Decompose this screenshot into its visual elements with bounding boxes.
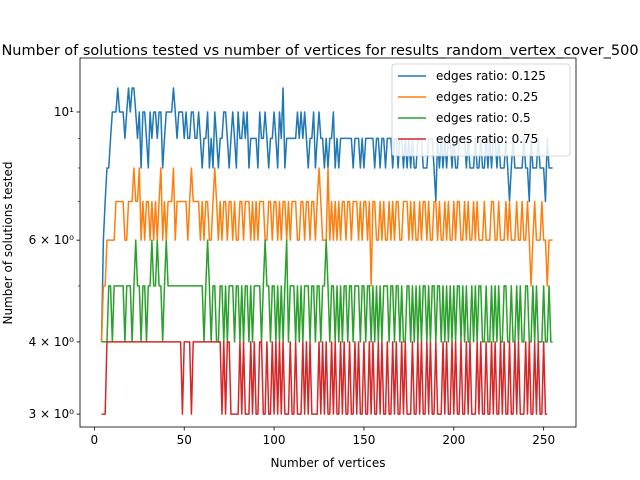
series-line-2 [100, 167, 553, 342]
x-tick-label: 200 [442, 433, 465, 447]
x-axis-label: Number of vertices [270, 456, 385, 470]
x-tick-label: 250 [532, 433, 555, 447]
y-tick-label: 3 × 10⁰ [29, 407, 75, 421]
series-line-1 [100, 87, 553, 342]
x-axis: 0 50 100 150 200 250 [91, 427, 555, 447]
x-tick-label: 100 [263, 433, 286, 447]
legend-label: edges ratio: 0.125 [436, 69, 546, 83]
series-line-3 [101, 239, 553, 343]
legend-label: edges ratio: 0.75 [436, 132, 538, 146]
legend: edges ratio: 0.125 edges ratio: 0.25 edges… [391, 63, 571, 157]
series-line-4 [101, 341, 548, 415]
y-tick-label: 6 × 10⁰ [29, 233, 75, 247]
y-tick-label: 10¹ [54, 105, 74, 119]
plot-frame [79, 57, 577, 428]
y-tick-label: 4 × 10⁰ [29, 335, 75, 349]
legend-label: edges ratio: 0.25 [436, 90, 538, 104]
plot-area [79, 57, 577, 428]
x-tick-label: 150 [352, 433, 375, 447]
y-axis-label: Number of solutions tested [1, 161, 15, 324]
legend-box [391, 63, 571, 157]
legend-label: edges ratio: 0.5 [436, 111, 531, 125]
x-tick-label: 0 [91, 433, 99, 447]
y-axis: 3 × 10⁰ 4 × 10⁰ 6 × 10⁰ 10¹ [29, 105, 80, 421]
chart-title: Number of solutions tested vs number of … [1, 43, 638, 59]
x-tick-label: 50 [177, 433, 192, 447]
series-layer [100, 87, 553, 415]
